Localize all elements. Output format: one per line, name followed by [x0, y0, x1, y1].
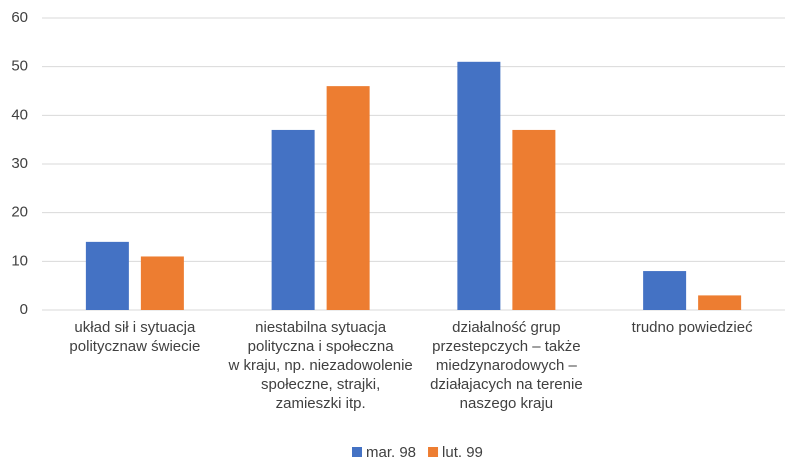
- bar: [512, 129, 556, 310]
- y-tick-label: 20: [11, 204, 28, 221]
- y-tick-label: 30: [11, 155, 28, 172]
- x-tick-label: trudno powiedzieć: [631, 319, 753, 336]
- bar: [698, 295, 742, 310]
- bar: [85, 241, 129, 310]
- y-tick-label: 50: [11, 58, 28, 75]
- bar: [326, 86, 370, 310]
- x-tick-label: działalność grup przestepczych – także m…: [430, 319, 583, 412]
- legend-label: lut. 99: [442, 444, 483, 461]
- legend-label: mar. 98: [366, 444, 416, 461]
- bar: [457, 61, 501, 310]
- y-tick-label: 40: [11, 106, 28, 123]
- y-tick-label: 10: [11, 252, 28, 269]
- x-tick-label: niestabilna sytuacja polityczna i społec…: [228, 319, 413, 412]
- y-tick-label: 0: [20, 301, 28, 318]
- legend-swatch: [352, 447, 362, 457]
- bar: [643, 271, 687, 310]
- y-tick-label: 60: [11, 9, 28, 26]
- bar: [271, 129, 315, 310]
- legend-swatch: [428, 447, 439, 457]
- x-tick-label: układ sił i sytuacja politycznaw świecie: [69, 319, 201, 355]
- bar: [140, 256, 184, 310]
